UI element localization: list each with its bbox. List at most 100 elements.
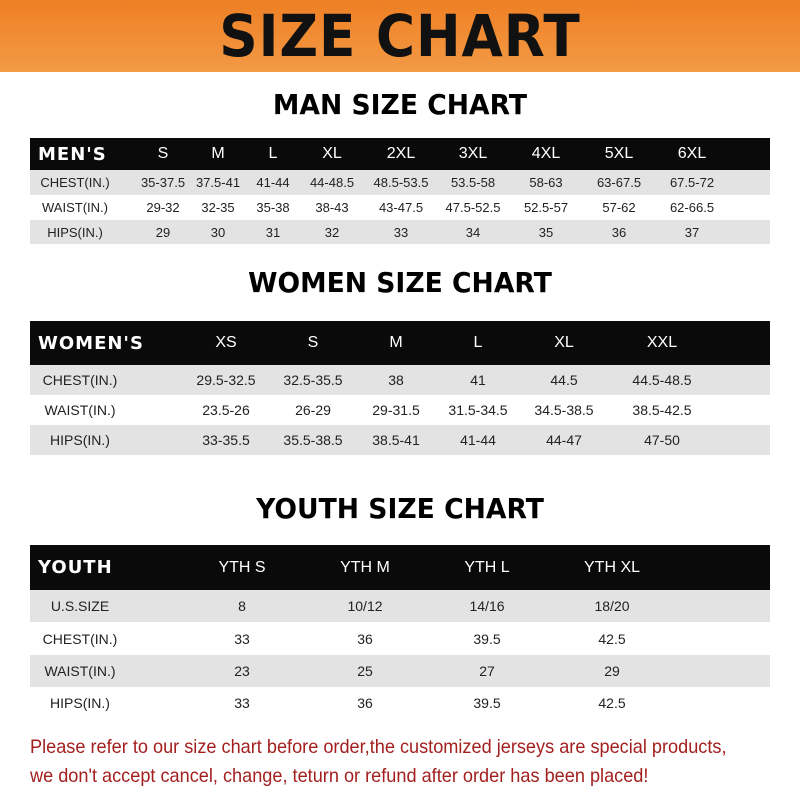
table-cell: 29 xyxy=(604,663,620,679)
table-cell: 33 xyxy=(234,630,250,647)
table-cell: 23 xyxy=(234,663,250,679)
header-label: YOUTH xyxy=(38,557,113,578)
size-header-5xl: 5XL xyxy=(604,145,634,162)
table-row-hips-in: HIPS(IN.) 33-35.5 35.5-38.5 38.5-41 41-44 44-… xyxy=(30,425,770,455)
table-row-hips-in: HIPS(IN.) 29 30 31 32 33 34 35 36 37 xyxy=(30,220,770,244)
table-cell: 33 xyxy=(234,694,250,711)
size-header-2xl: 2XL xyxy=(386,145,416,162)
row-label: U.S.SIZE xyxy=(50,598,110,614)
table-cell: 39.5 xyxy=(473,694,501,711)
table-cell: 67.5-72 xyxy=(669,175,715,190)
table-cell: 33-35.5 xyxy=(202,432,250,448)
table-cell: 14/16 xyxy=(469,598,505,614)
table-cell: 37 xyxy=(684,224,700,240)
table-cell: 48.5-53.5 xyxy=(373,175,429,190)
men-section-title: MAN SIZE CHART xyxy=(272,88,528,121)
row-label: CHEST(IN.) xyxy=(42,630,118,647)
table-cell: 29.5-32.5 xyxy=(196,372,256,388)
size-header-4xl: 4XL xyxy=(531,145,561,162)
table-cell: 38-43 xyxy=(315,200,349,215)
table-cell: 35-38 xyxy=(256,200,290,215)
table-cell: 23.5-26 xyxy=(202,402,250,418)
row-label: WAIST(IN.) xyxy=(42,200,108,215)
size-header-xl: XL xyxy=(322,145,342,162)
size-header-yth-xl: YTH XL xyxy=(583,558,641,576)
women-section-title: WOMEN SIZE CHART xyxy=(248,266,552,299)
size-header-yth-m: YTH M xyxy=(340,558,390,576)
table-cell: 32.5-35.5 xyxy=(283,372,343,388)
row-label: HIPS(IN.) xyxy=(50,694,110,711)
women-size-table: WOMEN'S XS S M L XL XXL CHEST(IN.) 29.5-32.5 32.5… xyxy=(30,321,770,455)
table-cell: 35 xyxy=(538,224,554,240)
table-cell: 36 xyxy=(611,224,627,240)
row-label: HIPS(IN.) xyxy=(47,224,103,240)
table-cell: 10/12 xyxy=(347,598,383,614)
size-header-l: L xyxy=(473,334,483,351)
table-cell: 36 xyxy=(357,630,373,647)
row-label: HIPS(IN.) xyxy=(50,432,110,448)
table-cell: 44-48.5 xyxy=(309,175,355,190)
table-row-waist-in: WAIST(IN.) 23.5-26 26-29 29-31.5 31.5-34.5 34… xyxy=(30,395,770,425)
table-cell: 52.5-57 xyxy=(523,200,569,215)
table-cell: 62-66.5 xyxy=(669,200,715,215)
order-notice-line-1: Please refer to our size chart before or… xyxy=(30,736,727,758)
table-cell: 53.5-58 xyxy=(450,175,496,190)
table-cell: 32-35 xyxy=(201,200,235,215)
table-cell: 32 xyxy=(324,224,340,240)
table-row-chest-in: CHEST(IN.) 29.5-32.5 32.5-35.5 38 41 44.5 44.5… xyxy=(30,365,770,395)
table-cell: 34.5-38.5 xyxy=(534,402,594,418)
men-size-table: MEN'S S M L XL 2XL 3XL 4XL 5XL 6XL CHEST(IN.) 35-37… xyxy=(30,138,770,244)
size-header-m: M xyxy=(389,334,403,351)
header-label: MEN'S xyxy=(38,143,107,165)
table-cell: 57-62 xyxy=(602,200,636,215)
size-header-s: S xyxy=(157,145,169,162)
table-header-row: WOMEN'S XS S M L XL XXL xyxy=(30,321,770,365)
order-notice: Please refer to our size chart before or… xyxy=(30,733,737,791)
table-cell: 37.5-41 xyxy=(195,175,241,190)
table-cell: 25 xyxy=(357,663,373,679)
table-cell: 18/20 xyxy=(594,598,630,614)
header-label: WOMEN'S xyxy=(38,332,144,354)
size-header-yth-l: YTH L xyxy=(464,558,510,576)
row-label: CHEST(IN.) xyxy=(42,372,118,388)
table-cell: 30 xyxy=(210,224,226,240)
youth-section-title: YOUTH SIZE CHART xyxy=(256,492,544,525)
table-row-u-s-size: U.S.SIZE 8 10/12 14/16 18/20 xyxy=(30,590,770,622)
row-label: CHEST(IN.) xyxy=(40,175,110,190)
table-cell: 63-67.5 xyxy=(596,175,642,190)
size-header-yth-s: YTH S xyxy=(218,558,266,576)
row-label: WAIST(IN.) xyxy=(44,663,116,679)
size-header-xxl: XXL xyxy=(646,334,678,351)
table-cell: 44-47 xyxy=(546,432,582,448)
table-cell: 27 xyxy=(479,663,495,679)
table-cell: 44.5 xyxy=(550,372,578,388)
table-cell: 41 xyxy=(470,372,486,388)
table-cell: 31.5-34.5 xyxy=(448,402,508,418)
table-cell: 38 xyxy=(388,372,404,388)
table-cell: 29-32 xyxy=(146,200,180,215)
order-notice-line-2: we don't accept cancel, change, teturn o… xyxy=(30,765,649,787)
table-cell: 33 xyxy=(393,224,409,240)
table-header-row: YOUTH YTH S YTH M YTH L YTH XL xyxy=(30,545,770,590)
table-cell: 39.5 xyxy=(473,630,501,647)
table-cell: 8 xyxy=(238,598,246,614)
table-cell: 29-31.5 xyxy=(372,402,420,418)
row-label: WAIST(IN.) xyxy=(44,402,116,418)
table-cell: 44.5-48.5 xyxy=(632,372,692,388)
table-cell: 47.5-52.5 xyxy=(445,200,501,215)
table-row-chest-in: CHEST(IN.) 35-37.5 37.5-41 41-44 44-48.5 48.5… xyxy=(30,170,770,195)
table-cell: 29 xyxy=(155,224,171,240)
table-header-row: MEN'S S M L XL 2XL 3XL 4XL 5XL 6XL xyxy=(30,138,770,170)
size-header-6xl: 6XL xyxy=(677,145,707,162)
size-header-l: L xyxy=(268,145,278,162)
table-cell: 35.5-38.5 xyxy=(283,432,343,448)
table-cell: 35-37.5 xyxy=(140,175,186,190)
table-row-waist-in: WAIST(IN.) 23 25 27 29 xyxy=(30,655,770,687)
table-row-waist-in: WAIST(IN.) 29-32 32-35 35-38 38-43 43-47.5 47.… xyxy=(30,195,770,220)
table-cell: 41-44 xyxy=(460,432,496,448)
table-cell: 31 xyxy=(265,224,281,240)
table-cell: 41-44 xyxy=(256,175,290,190)
table-cell: 47-50 xyxy=(644,432,680,448)
table-cell: 36 xyxy=(357,694,373,711)
table-cell: 26-29 xyxy=(295,402,331,418)
